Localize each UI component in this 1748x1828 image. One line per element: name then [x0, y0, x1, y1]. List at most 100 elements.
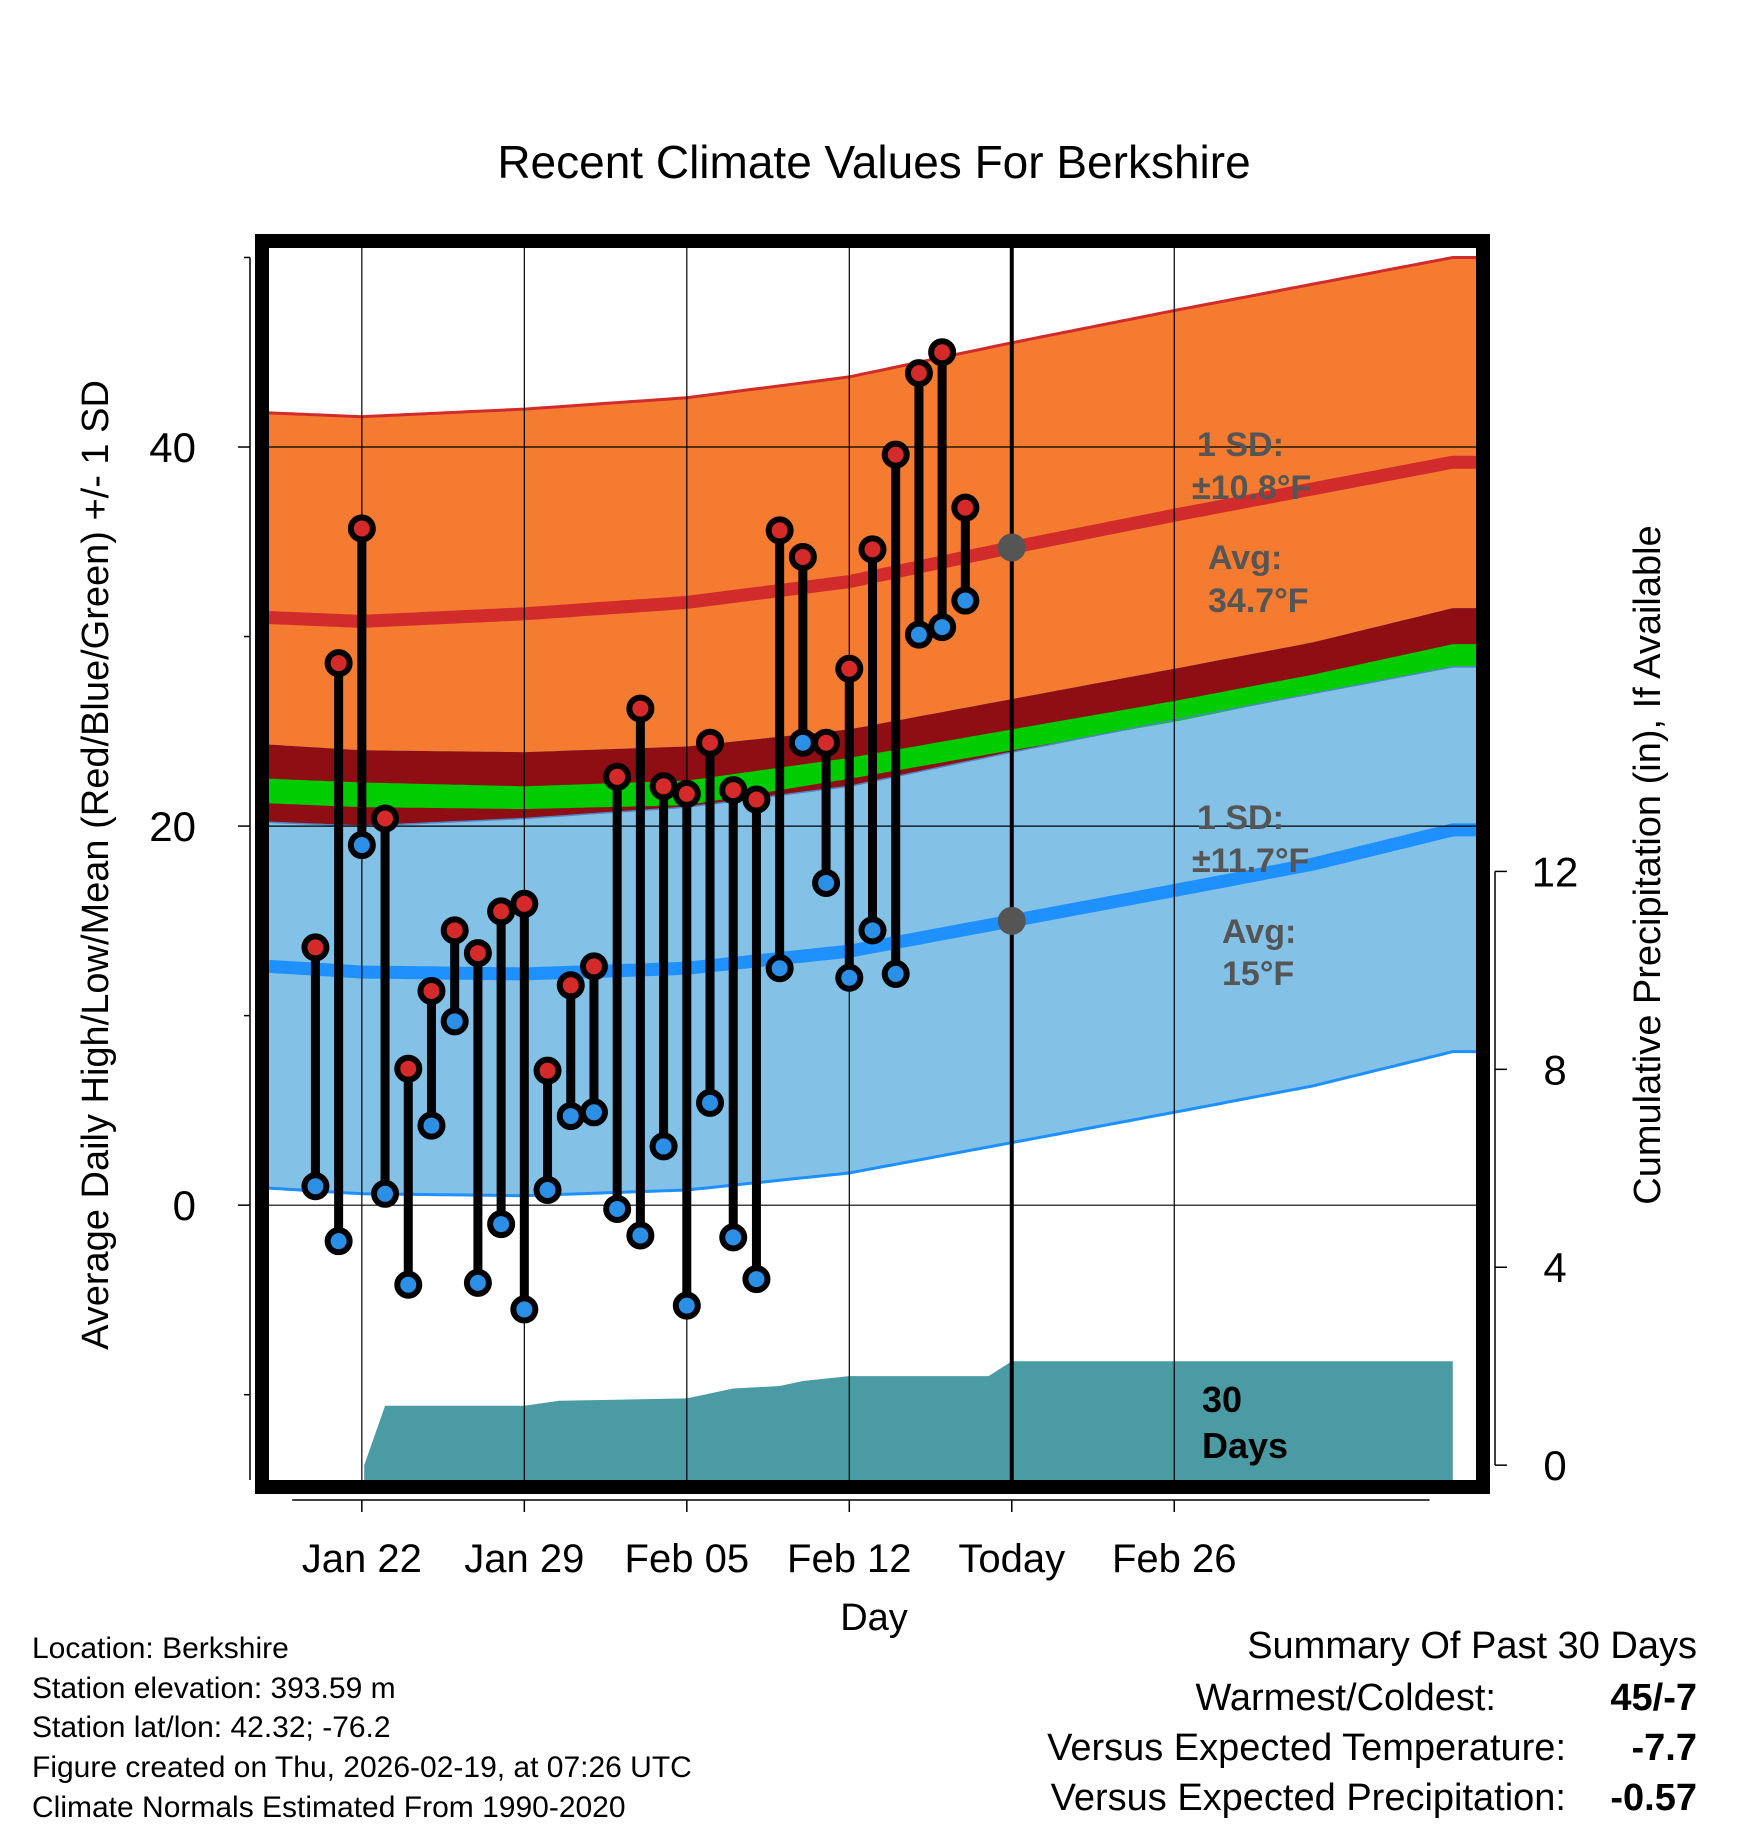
precipitation-layer	[364, 1361, 1453, 1480]
y2-tick-label: 0	[1543, 1442, 1566, 1489]
daily-high-marker	[347, 514, 376, 543]
daily-low-marker	[812, 868, 841, 897]
x-tick-label: Feb 26	[1112, 1537, 1237, 1581]
daily-high-marker	[672, 779, 701, 808]
high-band-upper-edge	[269, 256, 1476, 419]
chart-title: Recent Climate Values For Berkshire	[497, 136, 1250, 188]
high-sd-label: 1 SD:	[1197, 426, 1284, 464]
daily-high-marker	[417, 976, 446, 1005]
high-sd-value: ±10.8°F	[1192, 469, 1311, 507]
y-tick-label: 0	[173, 1182, 196, 1229]
low-mean-line	[269, 823, 1476, 981]
daily-high-marker	[742, 785, 771, 814]
daily-high-marker	[835, 654, 864, 683]
daily-low-marker	[394, 1270, 423, 1299]
annotations: 1 SD: ±10.8°F Avg: 34.7°F 1 SD: ±11.7°F …	[1192, 426, 1311, 1466]
daily-high-marker	[510, 889, 539, 918]
daily-high-marker	[463, 939, 492, 968]
x-tick-label: Feb 12	[787, 1537, 912, 1581]
summary-warmest-value: 45/-7	[1610, 1677, 1697, 1719]
daily-high-marker	[324, 649, 353, 678]
daily-low-marker	[371, 1179, 400, 1208]
daily-low-marker	[487, 1210, 516, 1239]
daily-low-marker	[510, 1295, 539, 1324]
daily-low-marker	[417, 1111, 446, 1140]
daily-high-marker	[394, 1054, 423, 1083]
daily-high-marker	[858, 535, 887, 564]
daily-high-marker	[649, 772, 678, 801]
daily-high-marker	[487, 897, 516, 926]
cumulative-precip-area	[364, 1361, 1453, 1480]
daily-high-marker	[626, 694, 655, 723]
summary-temp-value: -7.7	[1632, 1727, 1697, 1769]
x-tick-label: Feb 05	[625, 1537, 750, 1581]
high-avg-dot	[997, 533, 1026, 562]
daily-low-marker	[672, 1291, 701, 1320]
daily-high-marker	[603, 762, 632, 791]
daily-high-marker	[533, 1056, 562, 1085]
low-band-lower-edge	[269, 1050, 1476, 1198]
daily-low-marker	[347, 831, 376, 860]
x-axis-label: Day	[840, 1597, 908, 1639]
y-axis-left: 0 20 40	[149, 256, 251, 1480]
footer-location: Location: Berkshire	[32, 1632, 289, 1665]
footer-normals: Climate Normals Estimated From 1990-2020	[32, 1791, 626, 1824]
daily-low-marker	[463, 1268, 492, 1297]
daily-low-marker	[649, 1132, 678, 1161]
daily-low-marker	[556, 1102, 585, 1131]
y-axis-right: 0 4 8 12	[1494, 848, 1579, 1489]
footer-elevation: Station elevation: 393.59 m	[32, 1672, 396, 1705]
summary-precip-label: Versus Expected Precipitation:	[1051, 1777, 1566, 1819]
mean-temp-band	[269, 608, 1476, 827]
daily-high-marker	[556, 971, 585, 1000]
daily-low-marker	[696, 1088, 725, 1117]
precip-days-label: Days	[1202, 1425, 1288, 1466]
daily-high-marker	[904, 359, 933, 388]
mean-temp-center-band	[269, 644, 1476, 809]
daily-high-marker	[371, 804, 400, 833]
low-sd-value: ±11.7°F	[1192, 842, 1309, 880]
daily-low-marker	[742, 1265, 771, 1294]
footer-info: Location: Berkshire Station elevation: 3…	[32, 1632, 692, 1824]
daily-low-marker	[835, 963, 864, 992]
high-avg-label: Avg:	[1208, 539, 1282, 577]
daily-low-marker	[579, 1098, 608, 1127]
average-dots	[997, 533, 1026, 935]
daily-high-marker	[928, 338, 957, 367]
daily-low-marker	[858, 916, 887, 945]
summary-panel: Summary Of Past 30 Days Warmest/Coldest:…	[1047, 1625, 1697, 1819]
y-tick-label: 20	[149, 803, 196, 850]
low-sd-label: 1 SD:	[1197, 799, 1284, 837]
y-tick-label: 40	[149, 424, 196, 471]
y2-tick-label: 4	[1543, 1244, 1566, 1291]
daily-low-marker	[788, 728, 817, 757]
daily-low-marker	[928, 613, 957, 642]
daily-low-marker	[603, 1194, 632, 1223]
daily-low-marker	[324, 1227, 353, 1256]
daily-high-marker	[440, 916, 469, 945]
x-axis: Jan 22 Jan 29 Feb 05 Feb 12 Today Feb 26	[292, 1499, 1430, 1581]
daily-high-marker	[765, 516, 794, 545]
daily-low-marker	[626, 1221, 655, 1250]
low-avg-label: Avg:	[1222, 913, 1296, 951]
footer-created: Figure created on Thu, 2026-02-19, at 07…	[32, 1751, 692, 1784]
low-avg-dot	[997, 906, 1026, 935]
x-tick-label: Jan 29	[464, 1537, 584, 1581]
footer-latlon: Station lat/lon: 42.32; -76.2	[32, 1711, 391, 1744]
x-tick-label: Jan 22	[302, 1537, 422, 1581]
x-tick-label: Today	[958, 1537, 1065, 1581]
daily-high-marker	[951, 493, 980, 522]
summary-precip-value: -0.57	[1610, 1777, 1697, 1819]
daily-high-marker	[696, 728, 725, 757]
low-avg-value: 15°F	[1222, 955, 1294, 993]
daily-high-marker	[812, 728, 841, 757]
daily-high-marker	[301, 933, 330, 962]
daily-low-marker	[765, 954, 794, 983]
high-avg-value: 34.7°F	[1208, 582, 1309, 620]
y2-tick-label: 12	[1532, 848, 1579, 895]
summary-temp-label: Versus Expected Temperature:	[1047, 1727, 1566, 1769]
daily-low-marker	[881, 959, 910, 988]
summary-title: Summary Of Past 30 Days	[1247, 1625, 1697, 1667]
y-axis-label: Average Daily High/Low/Mean (Red/Blue/Gr…	[75, 380, 117, 1350]
daily-low-marker	[533, 1176, 562, 1205]
